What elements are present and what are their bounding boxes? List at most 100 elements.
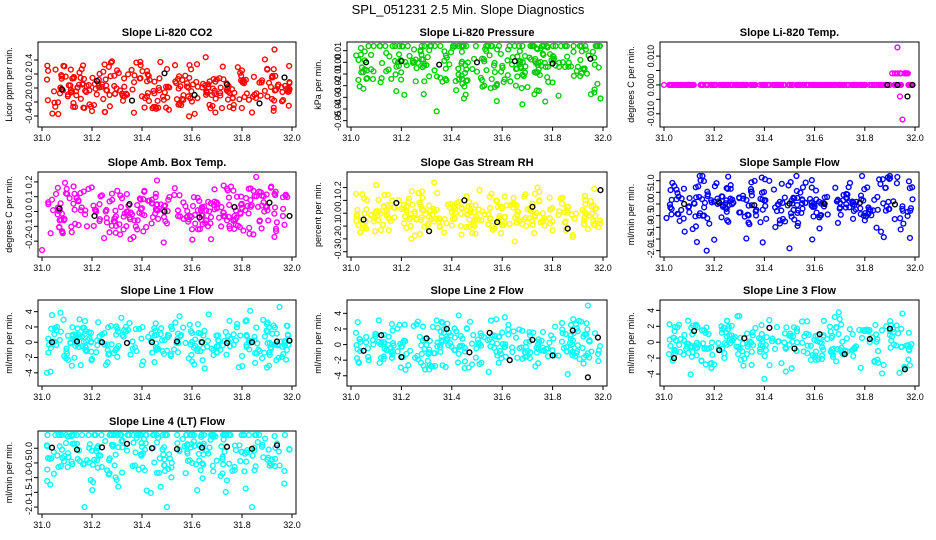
data-point [65, 454, 72, 461]
data-point [584, 326, 591, 333]
data-point [93, 91, 100, 98]
data-point [239, 363, 246, 370]
data-point [216, 75, 223, 82]
data-point [541, 222, 548, 229]
data-point [278, 84, 285, 91]
data-point [425, 220, 432, 228]
data-point [65, 82, 72, 89]
data-point [263, 327, 270, 334]
data-point [253, 173, 260, 181]
data-point [591, 89, 598, 96]
data-point [589, 48, 597, 55]
data-point [117, 431, 124, 439]
overlay-point [248, 339, 256, 346]
data-point [89, 487, 96, 494]
data-point [533, 45, 540, 52]
data-point [534, 341, 542, 348]
data-point [124, 71, 132, 78]
data-point [857, 364, 864, 371]
data-point [367, 51, 375, 58]
data-point [282, 356, 290, 363]
y-tick-label: -0.05 [333, 110, 343, 131]
data-point [276, 303, 283, 311]
data-point [450, 42, 457, 50]
data-point [452, 205, 459, 212]
data-point [725, 218, 732, 225]
data-point [393, 88, 400, 95]
data-point [812, 348, 820, 355]
data-point [64, 93, 71, 100]
data-point [704, 188, 711, 195]
data-point [786, 81, 793, 89]
data-point [368, 66, 375, 73]
y-axis-label: degrees C per min. [4, 176, 14, 253]
data-point [511, 238, 518, 245]
data-point [552, 323, 559, 330]
data-point [833, 324, 840, 332]
data-point [728, 81, 735, 89]
data-point [242, 485, 249, 492]
data-point [86, 441, 93, 448]
data-point [247, 185, 254, 192]
x-tick-label: 31.2 [393, 133, 411, 143]
data-point [354, 319, 361, 326]
data-point [134, 217, 141, 224]
data-point [153, 346, 160, 353]
data-point [92, 85, 99, 92]
data-point [744, 330, 751, 337]
data-point [901, 70, 909, 77]
data-point [594, 42, 601, 50]
data-point [254, 439, 261, 446]
data-point [458, 205, 466, 212]
y-tick-label: 2 [24, 324, 34, 329]
data-point [781, 339, 788, 346]
data-point [786, 245, 793, 252]
data-point [364, 74, 371, 82]
data-point [108, 190, 116, 197]
data-point [778, 360, 785, 367]
data-point [747, 185, 755, 193]
data-point [80, 324, 88, 331]
data-point [696, 172, 703, 180]
overlay-point [231, 203, 238, 211]
data-point [63, 350, 71, 357]
data-point [574, 342, 581, 349]
data-point [82, 347, 89, 354]
data-point [766, 362, 773, 369]
x-tick-label: 32.0 [283, 392, 301, 402]
data-point [223, 217, 231, 224]
overlay-point [98, 339, 106, 346]
data-point [504, 72, 511, 79]
data-point [562, 330, 569, 338]
overlay-point [98, 444, 106, 451]
data-point [120, 213, 127, 220]
data-point [282, 338, 289, 345]
data-point [86, 459, 93, 466]
data-point [149, 349, 156, 356]
data-point [164, 207, 171, 215]
data-point [558, 200, 566, 207]
x-tick-label: 31.6 [806, 133, 824, 143]
data-point [771, 81, 779, 89]
data-point [539, 344, 546, 351]
data-point [365, 357, 372, 364]
data-point [55, 463, 62, 471]
panel-title: Slope Li-820 CO2 [122, 27, 212, 39]
data-point [865, 328, 872, 335]
x-tick-label: 31.6 [806, 263, 824, 273]
data-point [778, 180, 785, 187]
data-point [270, 66, 277, 73]
data-point [386, 53, 393, 60]
data-point [251, 192, 258, 200]
data-point [441, 216, 448, 223]
y-tick-label: 0.2 [333, 181, 343, 194]
data-point [199, 357, 206, 364]
plot-frame [346, 171, 608, 258]
data-point [741, 355, 748, 362]
data-point [410, 46, 418, 53]
data-point [496, 214, 503, 221]
data-point [453, 199, 460, 207]
data-point [861, 217, 868, 224]
overlay-point [426, 228, 433, 235]
